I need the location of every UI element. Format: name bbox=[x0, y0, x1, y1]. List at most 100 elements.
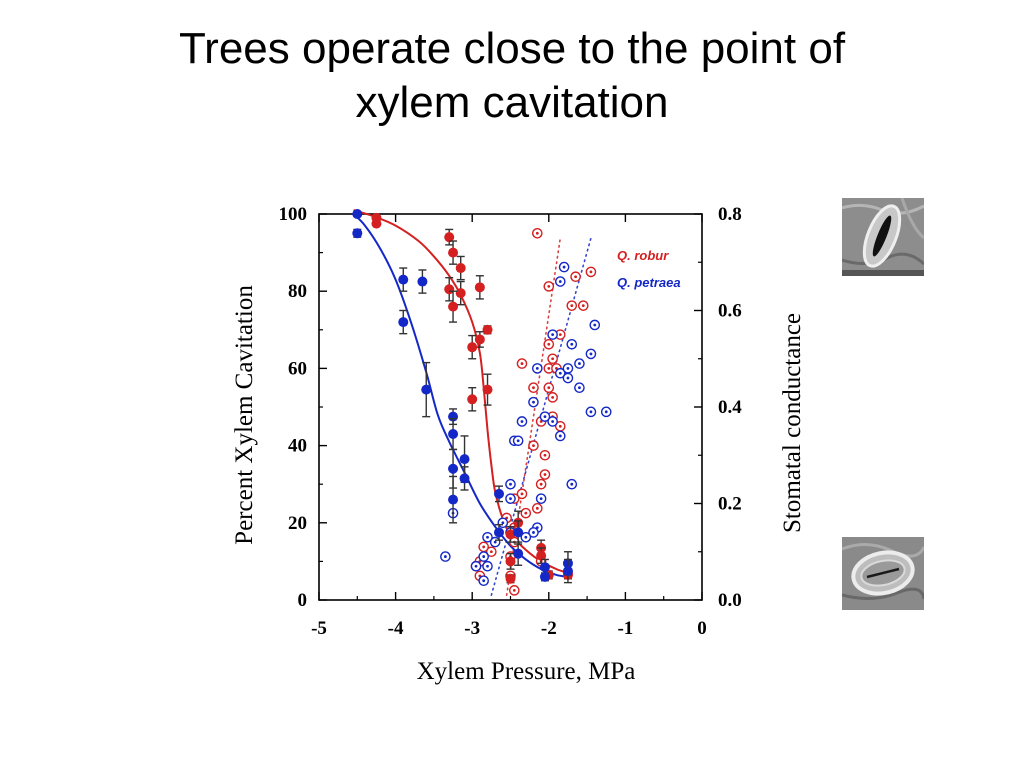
y-right-tick-label: 0.8 bbox=[718, 204, 742, 225]
y-right-tick-label: 0.4 bbox=[718, 397, 742, 418]
conductance-point-center-petraea bbox=[474, 564, 478, 568]
conductance-point-center-robur bbox=[574, 275, 578, 279]
conductance-point-center-robur bbox=[535, 506, 539, 510]
conductance-point-center-petraea bbox=[593, 323, 597, 327]
conductance-point-center-petraea bbox=[535, 367, 539, 370]
conductance-point-center-robur bbox=[558, 333, 562, 337]
cavitation-point-robur bbox=[455, 263, 466, 274]
cavitation-point-robur bbox=[482, 384, 493, 395]
conductance-point-center-petraea bbox=[539, 497, 543, 501]
cavitation-point-petraea bbox=[417, 276, 428, 287]
cavitation-point-petraea bbox=[459, 473, 470, 484]
cavitation-point-robur bbox=[467, 342, 478, 353]
cavitation-fit-curve-petraea bbox=[352, 213, 569, 578]
conductance-point-center-robur bbox=[489, 550, 493, 554]
cavitation-point-robur bbox=[455, 288, 466, 299]
conductance-point-center-petraea bbox=[589, 352, 593, 356]
cavitation-point-petraea bbox=[448, 429, 459, 440]
cavitation-point-petraea bbox=[539, 562, 550, 573]
conductance-point-center-petraea bbox=[532, 531, 535, 534]
left-y-axis-label: Percent Xylem Cavitation bbox=[231, 285, 258, 545]
open-stoma-icon bbox=[842, 198, 924, 276]
conductance-point-center-petraea bbox=[501, 521, 505, 525]
y-right-tick-label: 0.6 bbox=[718, 301, 742, 322]
conductance-point-center-petraea bbox=[520, 420, 524, 423]
cavitation-point-robur bbox=[474, 334, 485, 345]
conductance-point-center-petraea bbox=[589, 410, 593, 414]
conductance-point-center-robur bbox=[558, 424, 562, 428]
conductance-point-center-robur bbox=[547, 367, 551, 370]
y-right-tick-label: 0.2 bbox=[718, 494, 742, 515]
conductance-point-center-petraea bbox=[570, 342, 574, 346]
open-stoma-micrograph-icon bbox=[842, 198, 924, 276]
y-left-tick-label: 80 bbox=[288, 281, 307, 302]
cavitation-point-robur bbox=[536, 550, 547, 561]
conductance-point-center-robur bbox=[532, 386, 535, 390]
conductance-point-center-petraea bbox=[570, 482, 574, 486]
cavitation-point-petraea bbox=[513, 527, 524, 538]
conductance-point-center-petraea bbox=[558, 371, 562, 375]
conductance-point-center-petraea bbox=[551, 420, 555, 423]
axis-labels: Xylem Pressure, MPa Percent Xylem Cavita… bbox=[231, 285, 806, 685]
conductance-point-center-petraea bbox=[558, 280, 562, 283]
conductance-point-center-petraea bbox=[604, 410, 608, 414]
y-left-tick-label: 60 bbox=[288, 358, 307, 379]
conductance-point-center-petraea bbox=[524, 535, 528, 539]
conductance-point-center-robur bbox=[581, 304, 585, 308]
closed-stoma-icon bbox=[842, 537, 924, 610]
conductance-point-center-robur bbox=[520, 492, 524, 496]
y-left-tick-label: 40 bbox=[288, 436, 307, 457]
cavitation-point-robur bbox=[505, 556, 516, 567]
slide-title-line-2: xylem cavitation bbox=[355, 78, 669, 127]
conductance-point-center-petraea bbox=[578, 386, 581, 390]
legend-entry-robur: Q. robur bbox=[617, 248, 669, 263]
x-tick-label: -4 bbox=[388, 618, 404, 639]
y-left-tick-label: 0 bbox=[298, 590, 308, 611]
conductance-point-center-petraea bbox=[443, 555, 447, 558]
conductance-point-center-robur bbox=[589, 270, 593, 274]
conductance-point-center-robur bbox=[547, 342, 551, 346]
cavitation-point-petraea bbox=[398, 317, 409, 328]
conductance-point-center-petraea bbox=[558, 434, 562, 438]
conductance-point-center-petraea bbox=[509, 482, 512, 486]
cavitation-point-petraea bbox=[459, 454, 470, 465]
legend: Q. robur Q. petraea bbox=[617, 248, 681, 290]
cavitation-point-robur bbox=[467, 394, 478, 405]
cavitation-point-robur bbox=[444, 232, 455, 243]
axis-ticks: -5 -4 -3 -2 -1 0 0 20 40 60 80 100 0.0 0.2 0.4 0.6 0.8 bbox=[279, 204, 743, 639]
cavitation-point-robur bbox=[371, 218, 382, 229]
cavitation-point-petraea bbox=[352, 209, 363, 219]
cavitation-point-petraea bbox=[421, 384, 432, 395]
conductance-point-center-petraea bbox=[493, 540, 497, 544]
conductance-point-center-robur bbox=[532, 444, 535, 447]
x-tick-label: 0 bbox=[697, 618, 707, 639]
cavitation-point-petraea bbox=[494, 527, 505, 538]
conductance-point-center-robur bbox=[543, 453, 547, 457]
x-tick-label: -2 bbox=[541, 618, 557, 639]
slide-title-line-1: Trees operate close to the point of bbox=[178, 24, 846, 73]
conductance-point-center-petraea bbox=[578, 362, 581, 365]
conductance-point-center-robur bbox=[547, 284, 551, 288]
closed-stoma-micrograph-icon bbox=[842, 537, 924, 610]
cavitation-point-robur bbox=[505, 529, 516, 540]
cavitation-point-petraea bbox=[513, 548, 524, 559]
x-axis-label: Xylem Pressure, MPa bbox=[417, 658, 636, 685]
conductance-point-center-robur bbox=[535, 231, 539, 235]
cavitation-point-robur bbox=[505, 573, 516, 584]
slide-title: Trees operate close to the point of xyle… bbox=[0, 22, 1024, 130]
cavitation-point-robur bbox=[482, 324, 493, 335]
cavitation-point-petraea bbox=[352, 228, 363, 239]
cavitation-point-petraea bbox=[448, 494, 459, 505]
conductance-point-center-petraea bbox=[551, 333, 555, 337]
y-right-tick-label: 0.0 bbox=[718, 590, 742, 611]
conductance-point-center-robur bbox=[520, 362, 524, 365]
conductance-point-center-robur bbox=[539, 482, 543, 486]
conductance-point-center-petraea bbox=[486, 564, 489, 568]
cavitation-point-petraea bbox=[398, 274, 409, 285]
cavitation-point-robur bbox=[448, 247, 459, 258]
conductance-point-center-robur bbox=[512, 588, 516, 592]
conductance-point-center-robur bbox=[547, 386, 551, 390]
conductance-point-center-petraea bbox=[516, 439, 520, 443]
conductance-point-center-petraea bbox=[482, 579, 486, 583]
conductance-point-center-petraea bbox=[482, 555, 486, 558]
